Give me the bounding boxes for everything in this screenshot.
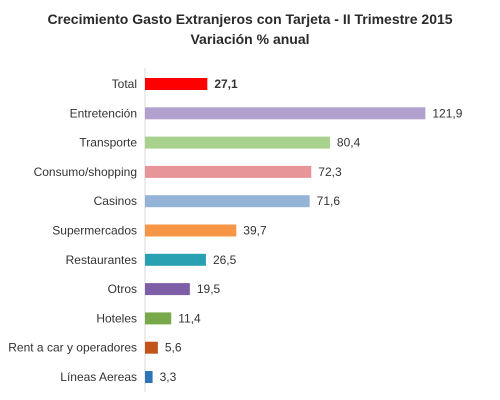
bar <box>145 341 158 354</box>
data-label: 121,9 <box>432 106 462 120</box>
category-label: Restaurantes <box>66 253 137 267</box>
data-label: 39,7 <box>243 224 267 238</box>
data-label: 80,4 <box>337 136 361 150</box>
data-label: 71,6 <box>317 194 341 208</box>
category-label: Otros <box>108 282 137 296</box>
category-label: Entretención <box>70 106 137 120</box>
data-label: 26,5 <box>213 253 237 267</box>
bar <box>145 165 312 178</box>
data-label: 11,4 <box>178 311 201 325</box>
category-label: Rent a car y operadores <box>8 341 137 355</box>
bar <box>145 195 310 208</box>
bar <box>145 224 237 237</box>
bar <box>145 107 426 120</box>
bar <box>145 78 208 90</box>
data-label: 72,3 <box>318 165 342 179</box>
bar <box>145 371 153 383</box>
category-label: Transporte <box>79 136 137 150</box>
data-label: 19,5 <box>197 282 221 296</box>
bar <box>145 283 190 296</box>
data-label: 27,1 <box>214 77 238 91</box>
bar <box>145 312 172 325</box>
bar <box>145 253 206 266</box>
category-label: Supermercados <box>52 224 137 238</box>
bar <box>145 136 330 149</box>
category-label: Consumo/shopping <box>34 165 137 179</box>
category-label: Casinos <box>94 194 137 208</box>
category-label: Líneas Aereas <box>60 370 137 384</box>
data-label: 5,6 <box>165 341 182 355</box>
category-label: Hoteles <box>96 311 137 325</box>
data-label: 3,3 <box>160 370 177 384</box>
category-label: Total <box>112 77 137 91</box>
chart-title: Crecimiento Gasto Extranjeros con Tarjet… <box>47 11 453 27</box>
chart-subtitle: Variación % anual <box>190 31 310 47</box>
